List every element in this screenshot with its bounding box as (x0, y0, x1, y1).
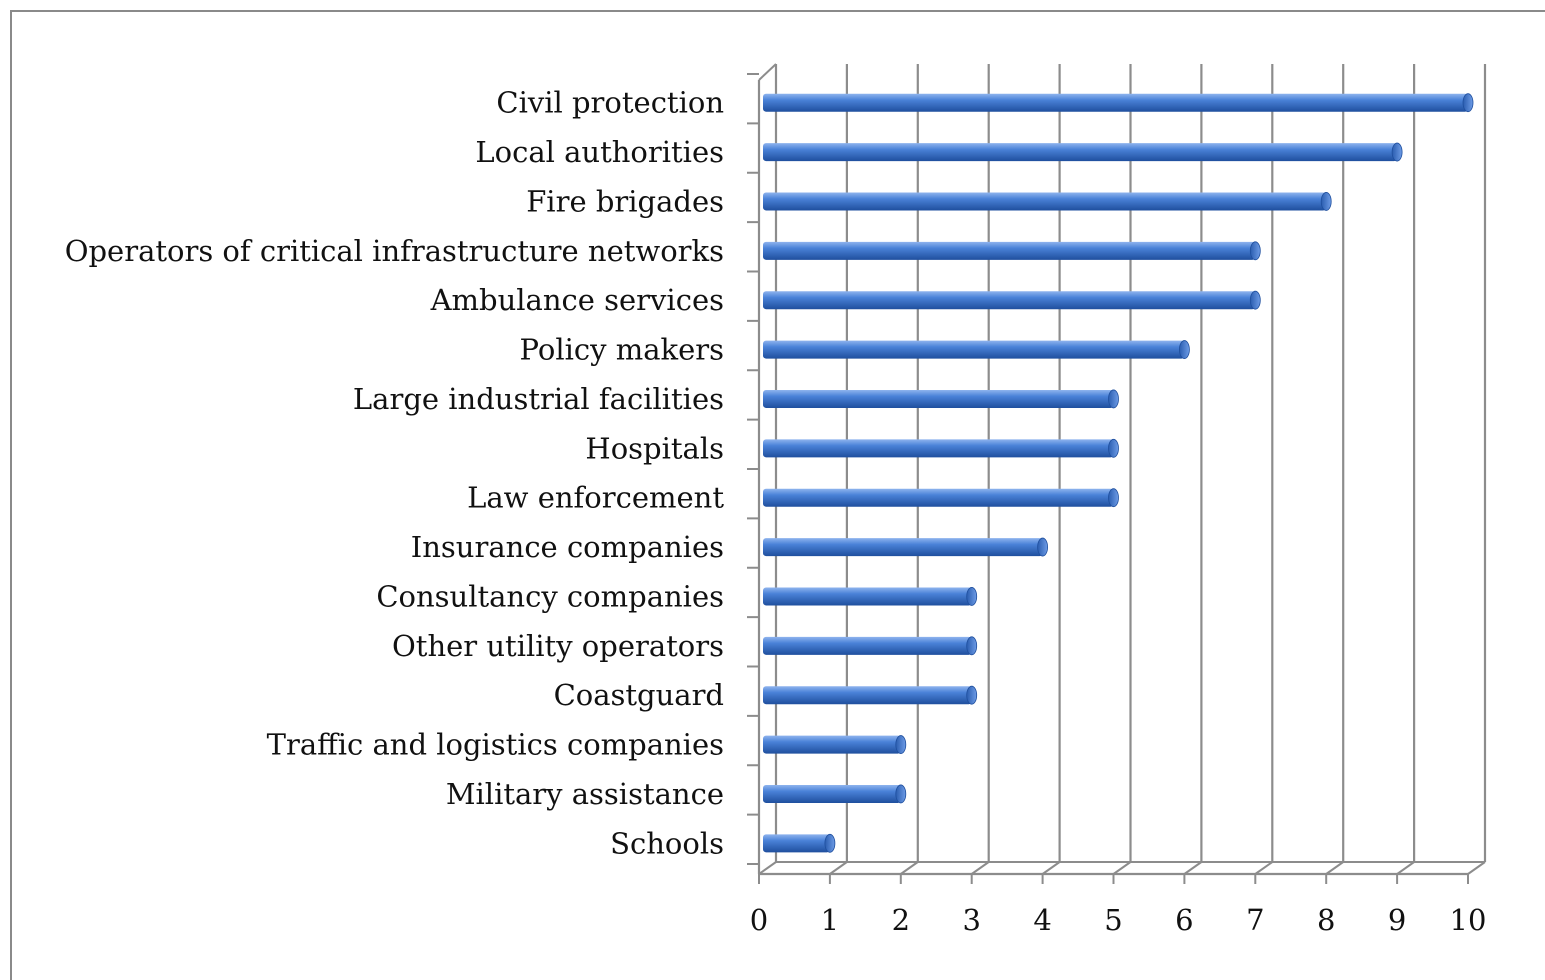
x-tick-label: 10 (1450, 903, 1487, 937)
x-tick-label: 2 (892, 903, 910, 937)
category-label: Operators of critical infrastructure net… (65, 234, 724, 268)
floor-line-2 (900, 861, 919, 875)
x-tick-label: 7 (1246, 903, 1264, 937)
x-tick-label: 5 (1104, 903, 1122, 937)
category-label: Insurance companies (411, 530, 724, 564)
category-label: Hospitals (585, 431, 724, 465)
bar-large-industrial-facilities (763, 389, 1119, 409)
y-axis-top-edge (758, 63, 777, 81)
category-label: Fire brigades (526, 184, 724, 218)
bar-operators-of-critical-infrastructure-networks (763, 241, 1261, 261)
x-tick-label: 8 (1317, 903, 1335, 937)
category-label: Consultancy companies (376, 579, 724, 613)
category-label: Large industrial facilities (353, 382, 724, 416)
floor-line-9 (1396, 861, 1415, 875)
bars (763, 93, 1474, 853)
category-label: Ambulance services (430, 283, 724, 317)
category-label: Other utility operators (392, 629, 724, 663)
category-label: Coastguard (554, 678, 724, 712)
bar-civil-protection (763, 93, 1474, 113)
axes (747, 63, 1485, 884)
bar-ambulance-services (763, 290, 1261, 310)
floor-line-1 (829, 861, 848, 875)
x-tick-label: 1 (821, 903, 839, 937)
category-label: Policy makers (520, 333, 724, 367)
x-tick-label: 4 (1033, 903, 1051, 937)
bar-insurance-companies (763, 537, 1048, 557)
x-tick-label: 0 (750, 903, 768, 937)
bar-military-assistance (763, 784, 907, 804)
bar-law-enforcement (763, 488, 1119, 508)
category-label: Traffic and logistics companies (267, 728, 724, 762)
bar-other-utility-operators (763, 636, 978, 656)
category-label: Civil protection (496, 86, 724, 120)
x-tick-labels: 0 1 2 3 4 5 6 7 8 9 10 (750, 903, 1487, 937)
bar-coastguard (763, 685, 978, 705)
bar-hospitals (763, 438, 1119, 458)
category-label: Local authorities (475, 135, 724, 169)
chart-frame (10, 10, 1545, 980)
bar-local-authorities (763, 142, 1403, 162)
floor-line-7 (1254, 861, 1273, 875)
bar-consultancy-companies (763, 587, 978, 606)
bar-fire-brigades (763, 192, 1332, 211)
category-label: Military assistance (446, 777, 724, 811)
floor-line-5 (1112, 861, 1132, 875)
bar-traffic-and-logistics-companies (763, 735, 907, 754)
category-labels: Civil protection Local authorities Fire br… (65, 86, 725, 861)
floor-line-10 (1467, 861, 1486, 875)
category-label: Schools (610, 826, 724, 860)
floor-line-0 (758, 861, 777, 875)
floor-line-6 (1183, 861, 1202, 875)
x-tick-label: 3 (962, 903, 980, 937)
bar-policy-makers (763, 340, 1190, 359)
floor-line-4 (1042, 861, 1061, 875)
x-tick-label: 9 (1388, 903, 1406, 937)
category-label: Law enforcement (467, 481, 724, 515)
x-tick-label: 6 (1175, 903, 1193, 937)
floor-line-3 (971, 861, 990, 875)
bar-schools (763, 833, 836, 853)
floor-line-8 (1325, 861, 1344, 875)
